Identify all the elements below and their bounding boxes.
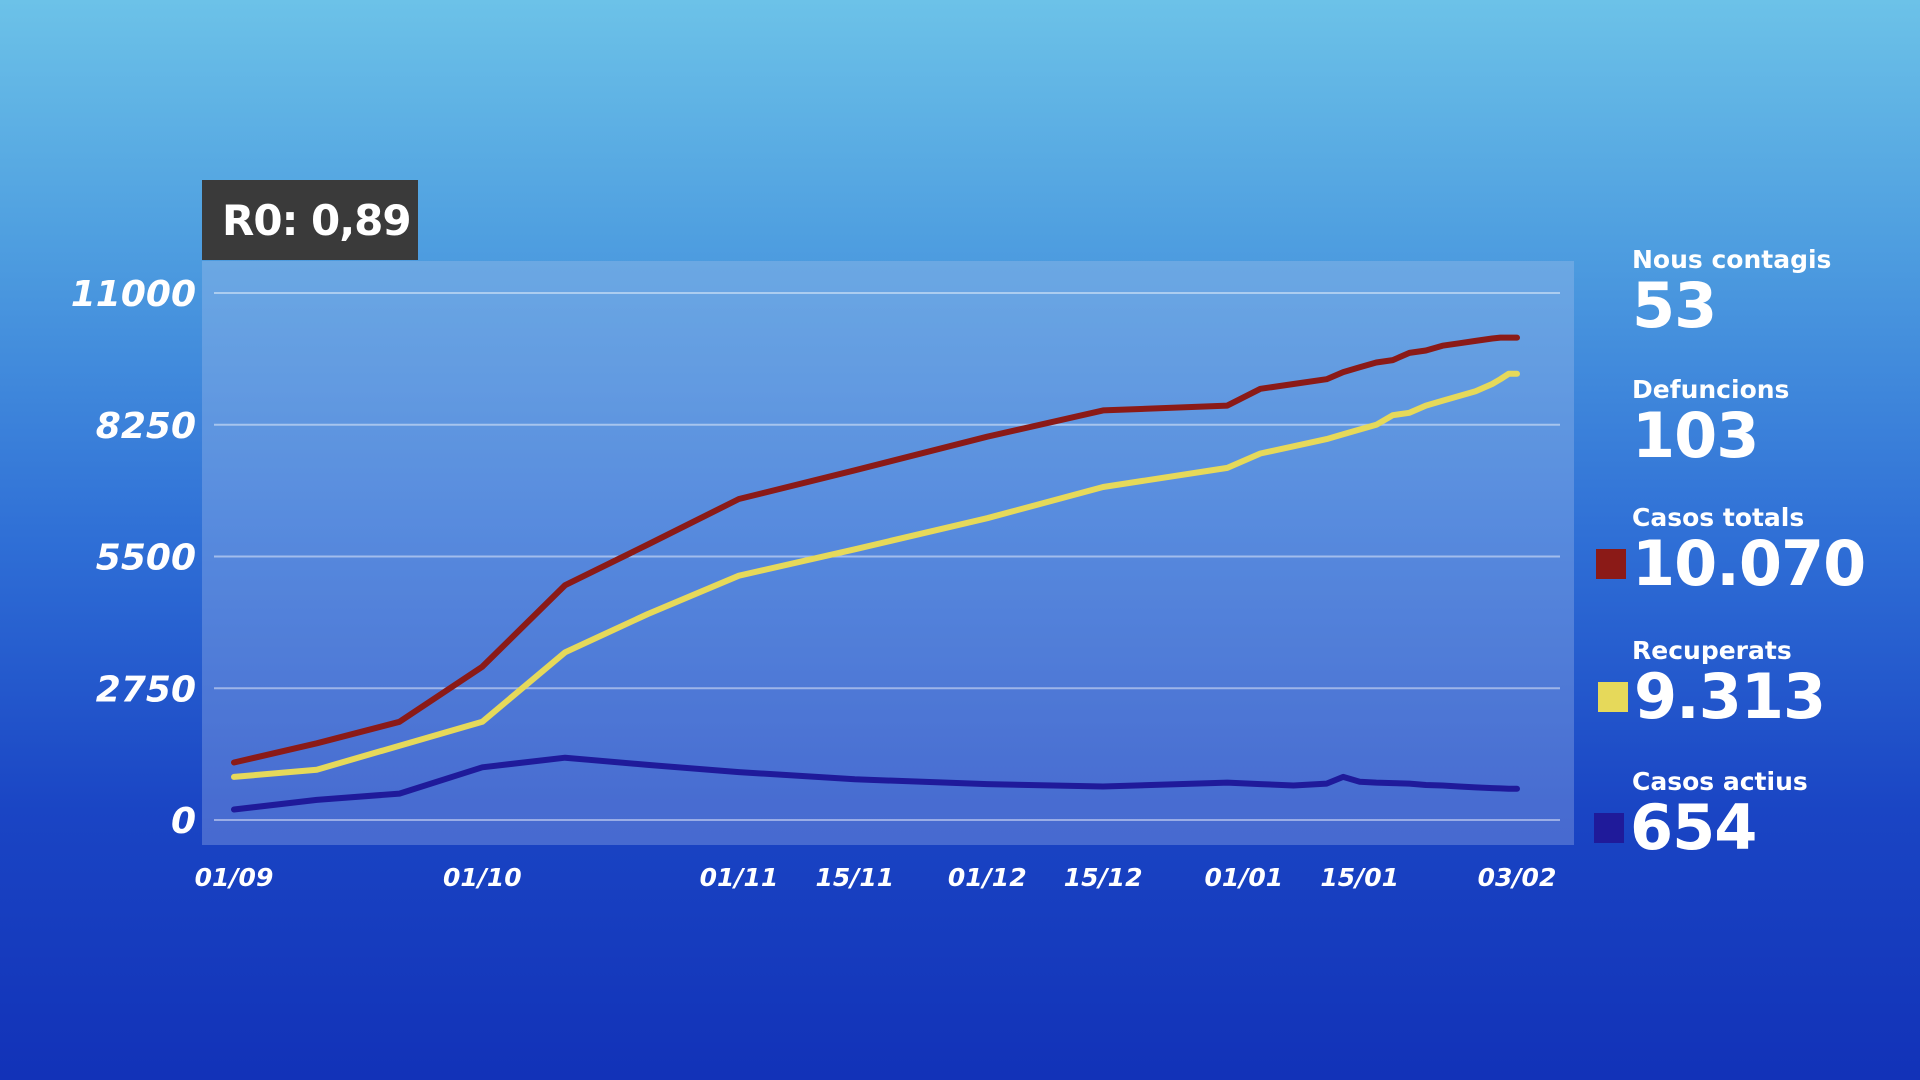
stat-new-cases-label: Nous contagis bbox=[1632, 245, 1832, 274]
y-tick-label: 0 bbox=[171, 801, 196, 842]
stat-active-cases-label: Casos actius bbox=[1632, 767, 1808, 796]
series-line-2 bbox=[231, 754, 1520, 813]
stat-total-cases-value: 10.070 bbox=[1632, 527, 1866, 600]
x-axis-ticks: 01/09 01/10 01/11 15/11 01/12 15/12 01/01 15/01… bbox=[195, 863, 1557, 892]
x-tick-label: 01/01 bbox=[1204, 863, 1283, 892]
y-tick-label: 8250 bbox=[96, 406, 196, 447]
recovered-swatch bbox=[1598, 682, 1628, 712]
active-cases-swatch bbox=[1594, 813, 1624, 843]
series-line-1 bbox=[231, 370, 1520, 780]
x-tick-label: 01/09 bbox=[195, 863, 274, 892]
y-tick-label: 2750 bbox=[96, 669, 196, 710]
stat-total-cases-label: Casos totals bbox=[1632, 503, 1805, 532]
stat-recovered: Recuperats 9.313 bbox=[1598, 636, 1912, 733]
x-tick-label: 03/02 bbox=[1478, 863, 1557, 892]
x-tick-label: 15/01 bbox=[1320, 863, 1399, 892]
stat-total-cases: Casos totals 10.070 bbox=[1596, 503, 1912, 600]
series-lines bbox=[231, 334, 1520, 813]
y-axis-ticks: 11000 8250 5500 2750 0 bbox=[71, 274, 196, 842]
r0-badge: R0: 0,89 bbox=[202, 180, 418, 260]
stat-deaths-value: 103 bbox=[1632, 399, 1759, 472]
stat-recovered-value: 9.313 bbox=[1634, 660, 1826, 733]
x-tick-label: 01/11 bbox=[700, 863, 779, 892]
stat-new-cases: Nous contagis 53 bbox=[1632, 246, 1912, 338]
stat-recovered-label: Recuperats bbox=[1632, 636, 1792, 665]
y-tick-label: 11000 bbox=[71, 274, 196, 315]
series-line-0 bbox=[231, 334, 1520, 766]
stat-new-cases-value: 53 bbox=[1632, 269, 1717, 342]
r0-label: R0: 0,89 bbox=[222, 195, 412, 245]
x-tick-label: 01/10 bbox=[443, 863, 522, 892]
stat-active-cases-value: 654 bbox=[1630, 791, 1757, 864]
x-tick-label: 01/12 bbox=[948, 863, 1027, 892]
y-tick-label: 5500 bbox=[96, 538, 196, 579]
stat-active-cases: Casos actius 654 bbox=[1594, 767, 1912, 864]
gridlines bbox=[214, 292, 1560, 821]
stat-deaths-label: Defuncions bbox=[1632, 375, 1790, 404]
x-tick-label: 15/12 bbox=[1064, 863, 1143, 892]
x-tick-label: 15/11 bbox=[815, 863, 894, 892]
total-cases-swatch bbox=[1596, 549, 1626, 579]
plot-area bbox=[202, 261, 1574, 845]
stat-deaths: Defuncions 103 bbox=[1632, 376, 1912, 468]
